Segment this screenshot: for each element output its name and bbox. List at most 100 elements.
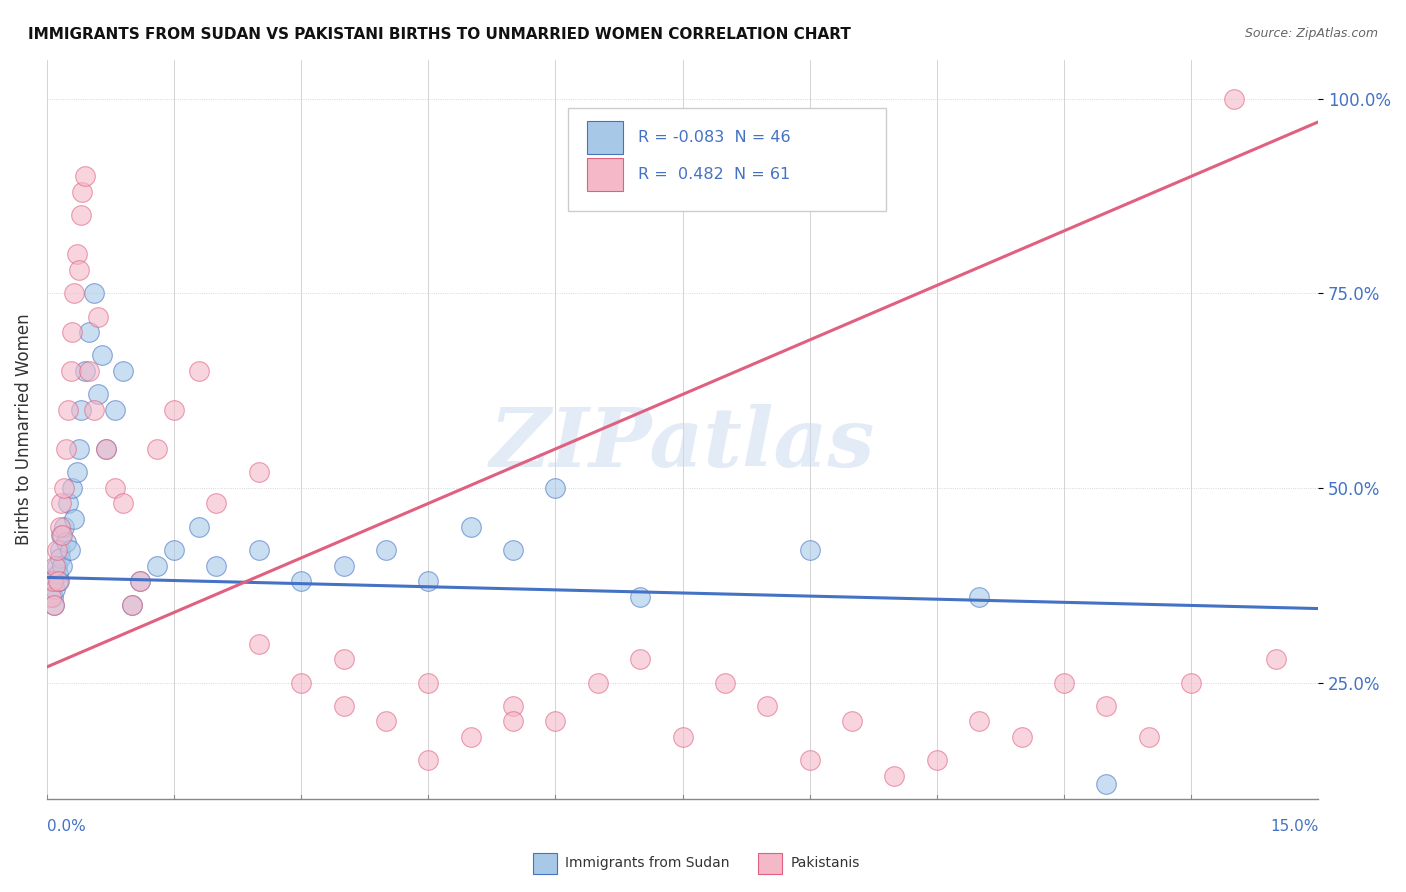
Point [42, 590, 65, 604]
Text: R = -0.083  N = 46: R = -0.083 N = 46 [638, 129, 790, 145]
Point [46, 574, 69, 589]
Point [83, 286, 105, 301]
Point [60, 481, 83, 495]
Point [52, 520, 75, 534]
Point [72, 185, 94, 199]
Point [63, 286, 86, 301]
Point [332, 652, 354, 666]
Point [73, 364, 96, 378]
Point [799, 753, 821, 767]
Point [332, 698, 354, 713]
Point [1011, 730, 1033, 744]
Point [69, 403, 91, 417]
Point [129, 574, 152, 589]
Point [163, 403, 186, 417]
Point [46, 558, 69, 573]
Point [96, 442, 118, 456]
Point [374, 714, 396, 729]
Point [188, 520, 211, 534]
Point [87, 310, 110, 324]
Point [374, 543, 396, 558]
Point [42, 598, 65, 612]
Bar [588, 158, 623, 191]
Bar [588, 120, 623, 154]
Point [104, 403, 127, 417]
Point [112, 496, 135, 510]
Point [65, 247, 87, 261]
Point [91, 349, 114, 363]
Point [247, 465, 270, 479]
Point [544, 481, 567, 495]
Point [39, 574, 62, 589]
Point [49, 550, 72, 565]
Point [756, 698, 779, 713]
Point [290, 574, 312, 589]
Text: 15.0%: 15.0% [1270, 819, 1319, 834]
Point [77, 364, 100, 378]
Point [883, 769, 905, 783]
Text: Source: ZipAtlas.com: Source: ZipAtlas.com [1244, 27, 1378, 40]
Point [48, 574, 70, 589]
Point [104, 481, 127, 495]
Point [121, 598, 143, 612]
Point [48, 543, 70, 558]
Point [1095, 777, 1118, 791]
Point [56, 496, 79, 510]
Point [112, 364, 135, 378]
Point [418, 753, 440, 767]
Point [418, 574, 440, 589]
Point [51, 527, 73, 541]
Point [65, 465, 87, 479]
Point [60, 325, 83, 339]
Point [39, 590, 62, 604]
Text: R =  0.482  N = 61: R = 0.482 N = 61 [638, 167, 790, 182]
Point [1180, 675, 1202, 690]
Text: IMMIGRANTS FROM SUDAN VS PAKISTANI BIRTHS TO UNMARRIED WOMEN CORRELATION CHART: IMMIGRANTS FROM SUDAN VS PAKISTANI BIRTH… [28, 27, 851, 42]
Y-axis label: Births to Unmarried Women: Births to Unmarried Women [15, 314, 32, 545]
Point [188, 364, 211, 378]
Point [290, 675, 312, 690]
Point [205, 558, 228, 573]
Point [96, 442, 118, 456]
Point [1222, 91, 1244, 105]
Point [1053, 675, 1076, 690]
Point [544, 714, 567, 729]
Point [59, 364, 82, 378]
Point [55, 442, 77, 456]
Point [146, 442, 169, 456]
FancyBboxPatch shape [568, 108, 886, 211]
Point [247, 543, 270, 558]
Point [44, 558, 66, 573]
Point [63, 512, 86, 526]
Point [77, 325, 100, 339]
Point [628, 652, 651, 666]
Point [44, 582, 66, 596]
Point [502, 714, 524, 729]
Point [69, 208, 91, 222]
Point [502, 698, 524, 713]
Point [418, 675, 440, 690]
Point [46, 543, 69, 558]
Point [42, 598, 65, 612]
Point [460, 730, 482, 744]
Point [73, 169, 96, 184]
Point [55, 535, 77, 549]
Point [42, 574, 65, 589]
Point [628, 590, 651, 604]
Point [163, 543, 186, 558]
Point [1264, 652, 1286, 666]
Point [799, 543, 821, 558]
Point [121, 598, 143, 612]
Point [46, 566, 69, 581]
Point [586, 675, 609, 690]
Point [67, 442, 90, 456]
Text: Immigrants from Sudan: Immigrants from Sudan [565, 856, 730, 871]
Text: Pakistanis: Pakistanis [790, 856, 859, 871]
Point [51, 558, 73, 573]
Point [83, 403, 105, 417]
Point [67, 263, 90, 277]
Point [247, 637, 270, 651]
Point [129, 574, 152, 589]
Point [460, 520, 482, 534]
Point [332, 558, 354, 573]
